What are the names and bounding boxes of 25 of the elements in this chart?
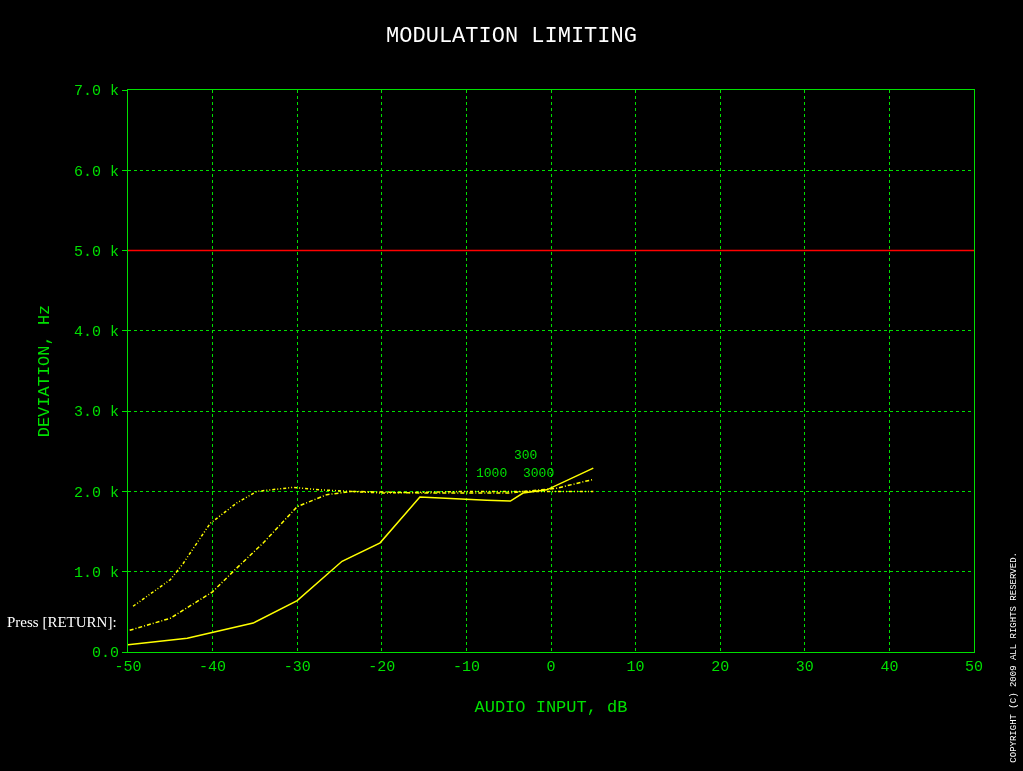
x-tick-label: 10 [626, 659, 645, 676]
chart-title: MODULATION LIMITING [386, 24, 637, 50]
y-tick-label: 7.0 k [73, 83, 119, 101]
x-tick-label: 0 [546, 659, 556, 676]
y-tick-label: 6.0 k [73, 163, 119, 181]
x-tick-label: 40 [880, 659, 899, 676]
y-tick-label: 5.0 k [73, 243, 119, 261]
text: COPYRIGHT (C) 2009 ALL RIGHTS RESERVED. [1008, 552, 1019, 763]
annotation: 3000 [523, 466, 555, 481]
x-axis-title: AUDIO INPUT, dB [474, 698, 628, 718]
x-tick-label: -10 [452, 659, 480, 676]
annotation: 300 [514, 448, 538, 463]
y-tick-label: 4.0 k [73, 324, 119, 342]
x-tick-label: 50 [964, 659, 984, 676]
y-axis-title: DEVIATION, Hz [34, 304, 54, 438]
x-tick-label: -20 [368, 659, 396, 676]
y-tick-label: 2.0 k [73, 484, 119, 502]
x-tick-label: 30 [795, 659, 814, 676]
x-tick-label: 20 [711, 659, 730, 676]
y-tick-label: 3.0 k [73, 404, 119, 422]
annotation: 1000 [476, 466, 508, 481]
x-tick-label: -40 [199, 659, 227, 676]
x-tick-label: -30 [283, 659, 311, 676]
y-tick-label: 1.0 k [73, 564, 119, 582]
text: Press [RETURN]: [7, 614, 117, 630]
